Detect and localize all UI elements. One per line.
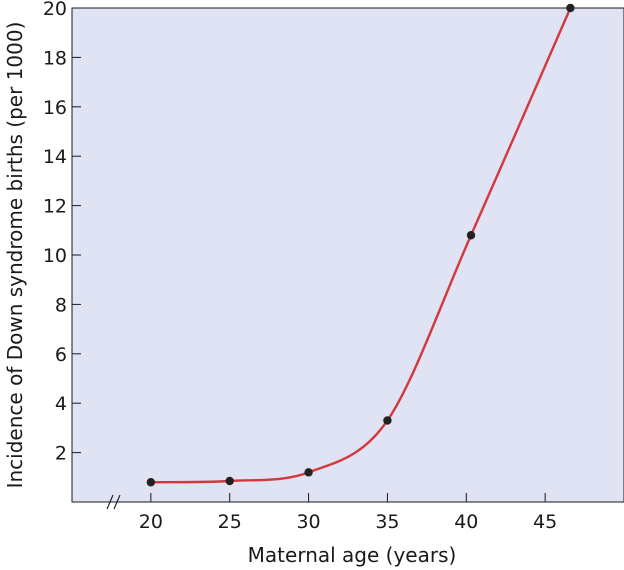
- plot-area: [71, 7, 624, 503]
- x-tick-label: 35: [375, 511, 399, 533]
- axis-break-mark: [106, 494, 114, 510]
- series-points: [146, 3, 575, 487]
- data-point: [566, 3, 575, 13]
- x-tick-label: 25: [218, 511, 242, 533]
- data-point: [466, 231, 476, 240]
- y-tick-label: 20: [43, 0, 67, 20]
- x-ticks: 20 25 30 35 40 45: [139, 493, 557, 533]
- data-point: [383, 416, 392, 425]
- y-tick-label: 6: [55, 344, 67, 366]
- x-tick-label: 45: [533, 511, 557, 533]
- y-tick-label: 10: [43, 245, 67, 267]
- y-tick-label: 8: [55, 294, 67, 316]
- x-axis-title: Maternal age (years): [248, 543, 457, 567]
- x-tick-label: 40: [454, 511, 478, 533]
- y-tick-label: 14: [43, 146, 67, 168]
- y-tick-label: 4: [55, 393, 67, 415]
- axis-break: [106, 494, 121, 510]
- data-point: [146, 478, 156, 487]
- y-tick-label: 16: [43, 97, 67, 119]
- y-tick-label: 18: [43, 47, 67, 69]
- x-tick-label: 20: [139, 511, 163, 533]
- y-axis-title: Incidence of Down syndrome births (per 1…: [3, 22, 27, 489]
- data-point: [225, 476, 234, 486]
- x-tick-label: 30: [296, 511, 320, 533]
- axis-break-mark: [113, 494, 121, 510]
- y-ticks: 2 4 6 8 10 12 14 16 18 20: [43, 0, 81, 465]
- y-tick-label: 12: [43, 196, 67, 218]
- data-point: [304, 468, 313, 477]
- y-tick-label: 2: [55, 443, 67, 465]
